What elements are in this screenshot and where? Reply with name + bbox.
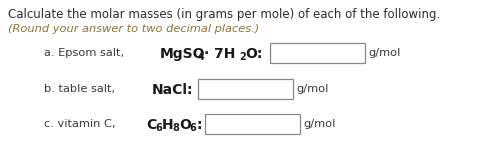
Text: (Round your answer to two decimal places.): (Round your answer to two decimal places… xyxy=(8,24,259,34)
Text: O: O xyxy=(179,118,191,132)
Text: NaCl:: NaCl: xyxy=(152,83,193,97)
Text: O:: O: xyxy=(245,47,262,61)
Text: 4: 4 xyxy=(198,52,205,62)
Text: H: H xyxy=(162,118,174,132)
Text: MgSO: MgSO xyxy=(160,47,206,61)
Text: b. table salt,: b. table salt, xyxy=(44,84,119,94)
Text: Calculate the molar masses (in grams per mole) of each of the following.: Calculate the molar masses (in grams per… xyxy=(8,8,440,21)
Text: 6: 6 xyxy=(189,123,196,133)
Text: g/mol: g/mol xyxy=(303,119,335,129)
FancyBboxPatch shape xyxy=(198,79,293,99)
Text: 8: 8 xyxy=(172,123,179,133)
Text: a. Epsom salt,: a. Epsom salt, xyxy=(44,48,128,58)
Text: C: C xyxy=(146,118,156,132)
FancyBboxPatch shape xyxy=(270,43,365,63)
Text: · 7H: · 7H xyxy=(204,47,235,61)
Text: g/mol: g/mol xyxy=(368,48,400,58)
Text: g/mol: g/mol xyxy=(296,84,328,94)
Text: c. vitamin C,: c. vitamin C, xyxy=(44,119,119,129)
Text: :: : xyxy=(196,118,202,132)
Text: 6: 6 xyxy=(155,123,162,133)
Text: 2: 2 xyxy=(239,52,246,62)
FancyBboxPatch shape xyxy=(205,114,300,134)
